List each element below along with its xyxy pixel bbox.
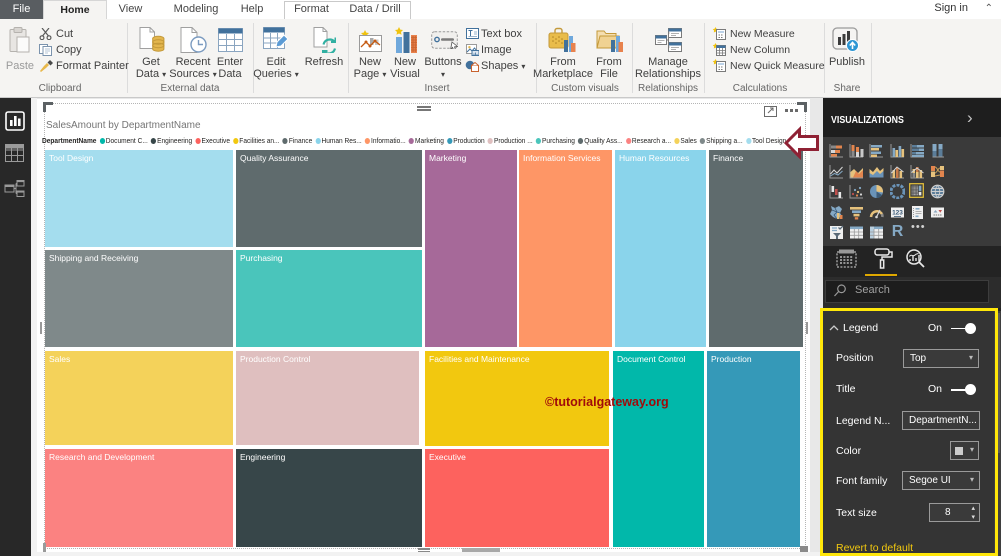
svg-text:123: 123: [892, 210, 903, 217]
